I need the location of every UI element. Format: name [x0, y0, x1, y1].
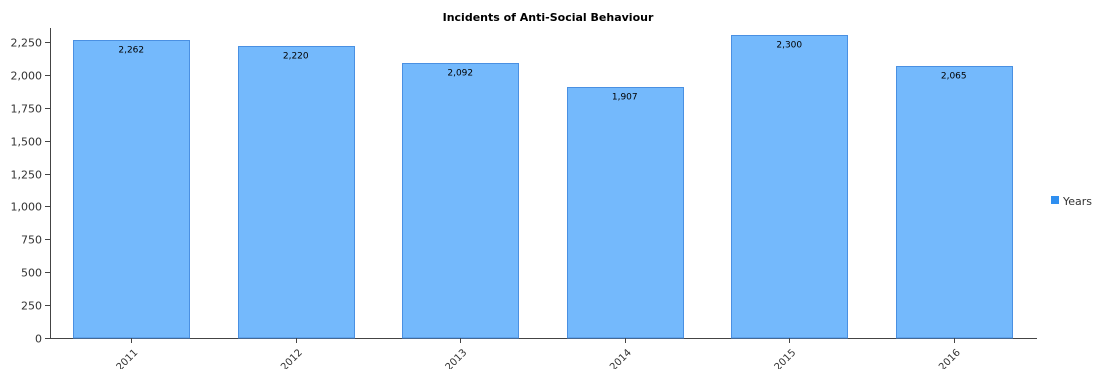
- y-tick-label: 250: [21, 300, 42, 313]
- data-label: 2,092: [447, 69, 473, 79]
- legend-swatch: [1051, 196, 1059, 204]
- bar: [402, 63, 519, 339]
- data-label: 2,065: [941, 72, 967, 82]
- bar: [73, 40, 190, 339]
- x-category-label: 2011: [115, 347, 141, 369]
- data-label: 2,220: [283, 52, 309, 62]
- x-category-label: 2012: [279, 347, 305, 369]
- legend: Years: [1051, 195, 1092, 208]
- data-label: 2,300: [776, 41, 802, 51]
- plot-area: 0 250 500 750 1,000 1,250 1,500 1,750 2,000 2,250…: [11, 28, 1037, 369]
- bar: [567, 87, 684, 339]
- x-category-label: 2014: [608, 347, 634, 369]
- x-category-label: 2016: [937, 347, 963, 369]
- y-tick-label: 1,000: [11, 201, 43, 214]
- y-tick-label: 0: [35, 333, 42, 346]
- y-tick-label: 2,250: [11, 37, 43, 50]
- x-category-label: 2013: [444, 347, 470, 369]
- x-category-label: 2015: [773, 347, 799, 369]
- y-tick-label: 1,500: [11, 136, 43, 149]
- y-tick-label: 500: [21, 267, 42, 280]
- data-label: 1,907: [612, 93, 638, 103]
- legend-label: Years: [1062, 195, 1092, 208]
- y-tick-label: 750: [21, 234, 42, 247]
- bar: [238, 46, 355, 339]
- bar: [896, 66, 1013, 339]
- y-tick-label: 1,250: [11, 169, 43, 182]
- y-tick-label: 1,750: [11, 103, 43, 116]
- chart-title: Incidents of Anti-Social Behaviour: [443, 11, 654, 24]
- data-label: 2,262: [118, 46, 144, 56]
- bar: [731, 35, 848, 339]
- y-tick-label: 2,000: [11, 70, 43, 83]
